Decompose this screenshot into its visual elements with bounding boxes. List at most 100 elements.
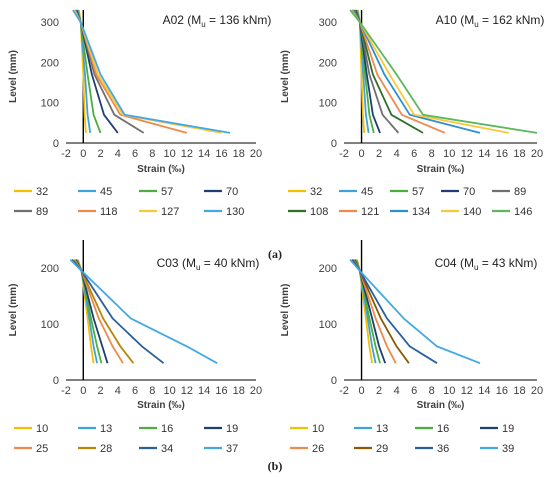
x-tick-label: 8 — [149, 385, 155, 397]
x-tick-label: 16 — [496, 148, 508, 160]
series-line-16 — [75, 259, 103, 364]
x-tick-label: 10 — [164, 385, 176, 397]
legend-label: 45 — [361, 186, 373, 198]
chart-title: A10 (Mu = 162 kNm) — [436, 13, 545, 29]
x-tick-label: 14 — [478, 385, 490, 397]
legend-label: 121 — [361, 206, 379, 218]
x-tick-label: 8 — [429, 148, 435, 160]
legend-label: 19 — [226, 423, 238, 435]
y-tick-label: 300 — [41, 17, 59, 29]
legend-label: 32 — [36, 186, 48, 198]
legend-label: 118 — [100, 206, 118, 218]
series-line-37 — [69, 258, 218, 364]
x-tick-label: 14 — [198, 148, 210, 160]
x-tick-label: 18 — [233, 148, 245, 160]
legend-label: 146 — [514, 206, 532, 218]
x-tick-label: 16 — [496, 385, 508, 397]
x-tick-label: 4 — [115, 148, 121, 160]
x-tick-label: -2 — [61, 148, 71, 160]
panel-label-b: (b) — [268, 459, 283, 473]
y-tick-label: 300 — [319, 17, 337, 29]
y-tick-label: 100 — [319, 98, 337, 110]
x-tick-label: 18 — [233, 385, 245, 397]
y-tick-label: 200 — [319, 263, 337, 275]
x-tick-label: 4 — [115, 385, 121, 397]
legend-label: 140 — [463, 206, 481, 218]
x-tick-label: 2 — [376, 148, 382, 160]
x-axis-label: Strain (‰) — [137, 164, 185, 175]
legend-label: 25 — [36, 443, 48, 455]
legend-label: 26 — [312, 443, 324, 455]
series-line-130 — [72, 9, 231, 134]
y-axis-label: Level (mm) — [8, 284, 19, 337]
x-tick-label: 0 — [358, 385, 364, 397]
legend-label: 57 — [412, 186, 424, 198]
x-tick-label: 10 — [164, 148, 176, 160]
legend-label: 130 — [226, 206, 244, 218]
y-axis-label: Level (mm) — [280, 50, 291, 103]
legend-label: 89 — [514, 186, 526, 198]
y-tick-label: 100 — [41, 319, 59, 331]
series-line-146 — [349, 9, 538, 134]
series-line-140 — [350, 9, 510, 134]
legend-label: 108 — [310, 206, 328, 218]
legend-label: 29 — [376, 443, 388, 455]
y-tick-label: 200 — [41, 57, 59, 69]
x-tick-label: 8 — [429, 385, 435, 397]
series-line-89 — [74, 9, 145, 134]
y-tick-label: 200 — [319, 57, 337, 69]
x-tick-label: 6 — [411, 385, 417, 397]
y-tick-label: 100 — [41, 98, 59, 110]
x-tick-label: -2 — [339, 385, 349, 397]
x-tick-label: 16 — [215, 385, 227, 397]
x-tick-label: 2 — [376, 385, 382, 397]
x-tick-label: 2 — [97, 148, 103, 160]
x-tick-label: 20 — [250, 148, 262, 160]
x-tick-label: 14 — [478, 148, 490, 160]
y-tick-label: 100 — [319, 319, 337, 331]
x-tick-label: 16 — [215, 148, 227, 160]
legend-label: 45 — [100, 186, 112, 198]
panel-label-a: (a) — [268, 247, 282, 261]
x-tick-label: 12 — [181, 385, 193, 397]
legend-label: 19 — [502, 423, 514, 435]
legend-label: 70 — [463, 186, 475, 198]
x-tick-label: 12 — [181, 148, 193, 160]
x-tick-label: 20 — [531, 385, 543, 397]
x-tick-label: 4 — [394, 385, 400, 397]
x-tick-label: 6 — [411, 148, 417, 160]
legend-label: 134 — [412, 206, 430, 218]
x-axis-label: Strain (‰) — [137, 400, 185, 411]
legend-label: 39 — [502, 443, 514, 455]
x-tick-label: 18 — [513, 385, 525, 397]
x-tick-label: 20 — [531, 148, 543, 160]
legend-label: 13 — [100, 423, 112, 435]
x-tick-label: 0 — [358, 148, 364, 160]
legend-label: 16 — [437, 423, 449, 435]
legend-label: 28 — [100, 443, 112, 455]
x-tick-label: 6 — [132, 385, 138, 397]
legend-label: 36 — [437, 443, 449, 455]
y-axis-label: Level (mm) — [280, 284, 291, 337]
x-tick-label: 10 — [443, 148, 455, 160]
y-tick-label: 0 — [53, 375, 59, 387]
y-tick-label: 0 — [53, 138, 59, 150]
legend-label: 32 — [310, 186, 322, 198]
x-axis-label: Strain (‰) — [417, 400, 465, 411]
series-line-16 — [354, 259, 381, 364]
x-axis-label: Strain (‰) — [417, 164, 465, 175]
y-tick-label: 0 — [331, 375, 337, 387]
y-axis-label: Level (mm) — [8, 50, 19, 103]
x-tick-label: 0 — [80, 148, 86, 160]
legend-label: 89 — [36, 206, 48, 218]
legend-label: 16 — [161, 423, 173, 435]
legend-label: 37 — [226, 443, 238, 455]
x-tick-label: 0 — [80, 385, 86, 397]
x-tick-label: 10 — [443, 385, 455, 397]
x-tick-label: 14 — [198, 385, 210, 397]
